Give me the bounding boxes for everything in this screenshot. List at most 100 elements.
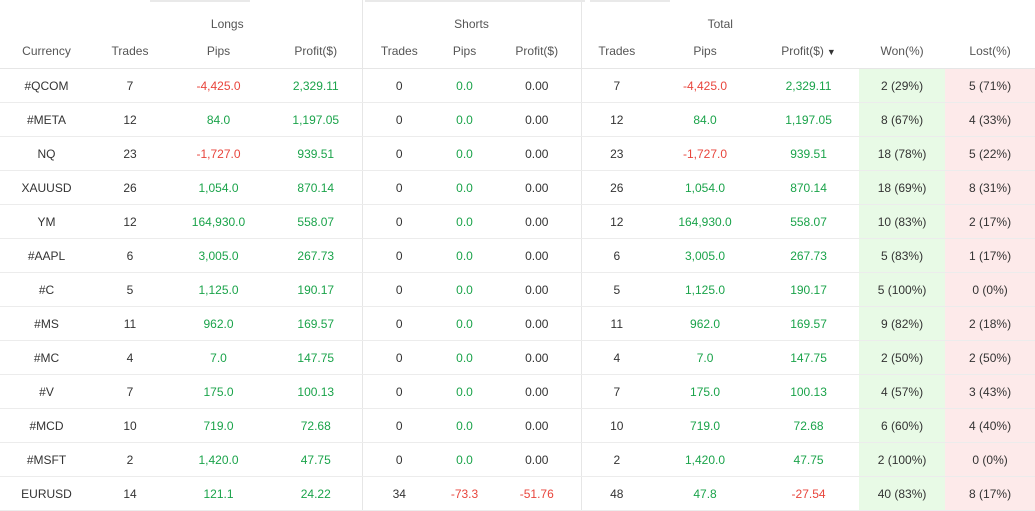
lost-cell: 3 (43%) xyxy=(945,374,1035,409)
col-header-won[interactable]: Won(%) xyxy=(859,34,946,69)
total-pips-cell: 3,005.0 xyxy=(652,238,759,273)
col-header-longs-profit[interactable]: Profit($) xyxy=(270,34,363,69)
currency-cell: #MSFT xyxy=(0,442,93,477)
table-row: #MC 4 7.0 147.75 0 0.0 0.00 4 7.0 147.75 2 (50%) 2 … xyxy=(0,340,1035,375)
shorts-profit-cell: 0.00 xyxy=(493,170,582,205)
longs-pips-cell: 1,125.0 xyxy=(167,272,270,307)
longs-profit-cell: 558.07 xyxy=(270,204,363,239)
total-pips-cell: 175.0 xyxy=(652,374,759,409)
shorts-pips-cell: -73.3 xyxy=(436,476,494,511)
col-header-longs-pips[interactable]: Pips xyxy=(167,34,270,69)
total-trades-cell: 4 xyxy=(581,340,653,375)
shorts-pips-cell: 0.0 xyxy=(436,170,494,205)
longs-profit-cell: 267.73 xyxy=(270,238,363,273)
total-pips-cell: 1,420.0 xyxy=(652,442,759,477)
shorts-trades-cell: 0 xyxy=(362,68,437,103)
shorts-profit-cell: 0.00 xyxy=(493,204,582,239)
won-cell: 4 (57%) xyxy=(859,374,946,409)
col-header-shorts-profit[interactable]: Profit($) xyxy=(493,34,582,69)
shorts-trades-cell: 0 xyxy=(362,136,437,171)
currency-cell: #AAPL xyxy=(0,238,93,273)
shorts-trades-cell: 0 xyxy=(362,204,437,239)
currency-cell: YM xyxy=(0,204,93,239)
total-profit-cell: 100.13 xyxy=(758,374,860,409)
col-header-total-trades[interactable]: Trades xyxy=(581,34,653,69)
total-profit-cell: 147.75 xyxy=(758,340,860,375)
longs-profit-cell: 870.14 xyxy=(270,170,363,205)
longs-pips-cell: 1,054.0 xyxy=(167,170,270,205)
currency-cell: #C xyxy=(0,272,93,307)
table-row: #MCD 10 719.0 72.68 0 0.0 0.00 10 719.0 72.68 6 (6… xyxy=(0,408,1035,443)
total-profit-cell: -27.54 xyxy=(758,476,860,511)
shorts-profit-cell: 0.00 xyxy=(493,408,582,443)
col-header-total-profit-label: Profit($) xyxy=(781,44,824,58)
longs-trades-cell: 14 xyxy=(93,476,167,511)
longs-trades-cell: 6 xyxy=(93,238,167,273)
lost-cell: 1 (17%) xyxy=(945,238,1035,273)
won-cell: 18 (69%) xyxy=(859,170,946,205)
group-header-longs: Longs xyxy=(93,0,363,34)
total-trades-cell: 23 xyxy=(581,136,653,171)
total-trades-cell: 11 xyxy=(581,306,653,341)
col-header-total-pips[interactable]: Pips xyxy=(652,34,759,69)
currency-cell: #META xyxy=(0,102,93,137)
table-row: #MS 11 962.0 169.57 0 0.0 0.00 11 962.0 169.57 9 (… xyxy=(0,306,1035,341)
longs-trades-cell: 2 xyxy=(93,442,167,477)
longs-profit-cell: 939.51 xyxy=(270,136,363,171)
longs-profit-cell: 100.13 xyxy=(270,374,363,409)
won-cell: 9 (82%) xyxy=(859,306,946,341)
total-trades-cell: 26 xyxy=(581,170,653,205)
table-row: XAUUSD 26 1,054.0 870.14 0 0.0 0.00 26 1,054.0 87… xyxy=(0,170,1035,205)
top-scroll-strip xyxy=(590,0,670,2)
longs-pips-cell: 719.0 xyxy=(167,408,270,443)
col-header-currency[interactable]: Currency xyxy=(0,34,93,69)
won-cell: 10 (83%) xyxy=(859,204,946,239)
col-header-total-profit[interactable]: Profit($) ▼ xyxy=(758,34,860,69)
table-row: NQ 23 -1,727.0 939.51 0 0.0 0.00 23 -1,727.0 939.… xyxy=(0,136,1035,171)
currency-cell: #MS xyxy=(0,306,93,341)
lost-cell: 5 (71%) xyxy=(945,68,1035,103)
total-profit-cell: 190.17 xyxy=(758,272,860,307)
shorts-pips-cell: 0.0 xyxy=(436,272,494,307)
longs-profit-cell: 72.68 xyxy=(270,408,363,443)
col-header-lost[interactable]: Lost(%) xyxy=(945,34,1035,69)
shorts-profit-cell: -51.76 xyxy=(493,476,582,511)
won-cell: 2 (100%) xyxy=(859,442,946,477)
won-cell: 40 (83%) xyxy=(859,476,946,511)
table-row: EURUSD 14 121.1 24.22 34 -73.3 -51.76 48 47.8 -27… xyxy=(0,476,1035,511)
lost-cell: 4 (33%) xyxy=(945,102,1035,137)
shorts-pips-cell: 0.0 xyxy=(436,340,494,375)
shorts-pips-cell: 0.0 xyxy=(436,306,494,341)
shorts-trades-cell: 0 xyxy=(362,408,437,443)
longs-pips-cell: 121.1 xyxy=(167,476,270,511)
longs-trades-cell: 7 xyxy=(93,68,167,103)
table-row: #QCOM 7 -4,425.0 2,329.11 0 0.0 0.00 7 -4,425.0 2… xyxy=(0,68,1035,103)
col-header-shorts-trades[interactable]: Trades xyxy=(362,34,437,69)
total-profit-cell: 72.68 xyxy=(758,408,860,443)
table-row: #AAPL 6 3,005.0 267.73 0 0.0 0.00 6 3,005.0 267.7… xyxy=(0,238,1035,273)
currency-cell: NQ xyxy=(0,136,93,171)
total-profit-cell: 1,197.05 xyxy=(758,102,860,137)
sort-desc-icon: ▼ xyxy=(826,47,836,57)
currency-cell: EURUSD xyxy=(0,476,93,511)
longs-trades-cell: 7 xyxy=(93,374,167,409)
longs-profit-cell: 47.75 xyxy=(270,442,363,477)
shorts-trades-cell: 0 xyxy=(362,442,437,477)
lost-cell: 8 (31%) xyxy=(945,170,1035,205)
lost-cell: 2 (18%) xyxy=(945,306,1035,341)
total-profit-cell: 47.75 xyxy=(758,442,860,477)
longs-trades-cell: 12 xyxy=(93,204,167,239)
col-header-longs-trades[interactable]: Trades xyxy=(93,34,167,69)
longs-trades-cell: 5 xyxy=(93,272,167,307)
longs-pips-cell: -4,425.0 xyxy=(167,68,270,103)
table-row: #MSFT 2 1,420.0 47.75 0 0.0 0.00 2 1,420.0 47.75 2… xyxy=(0,442,1035,477)
shorts-trades-cell: 0 xyxy=(362,306,437,341)
top-scroll-strip xyxy=(365,0,585,2)
lost-cell: 0 (0%) xyxy=(945,272,1035,307)
longs-pips-cell: 84.0 xyxy=(167,102,270,137)
shorts-pips-cell: 0.0 xyxy=(436,68,494,103)
col-header-shorts-pips[interactable]: Pips xyxy=(436,34,494,69)
shorts-pips-cell: 0.0 xyxy=(436,238,494,273)
lost-cell: 0 (0%) xyxy=(945,442,1035,477)
shorts-profit-cell: 0.00 xyxy=(493,340,582,375)
